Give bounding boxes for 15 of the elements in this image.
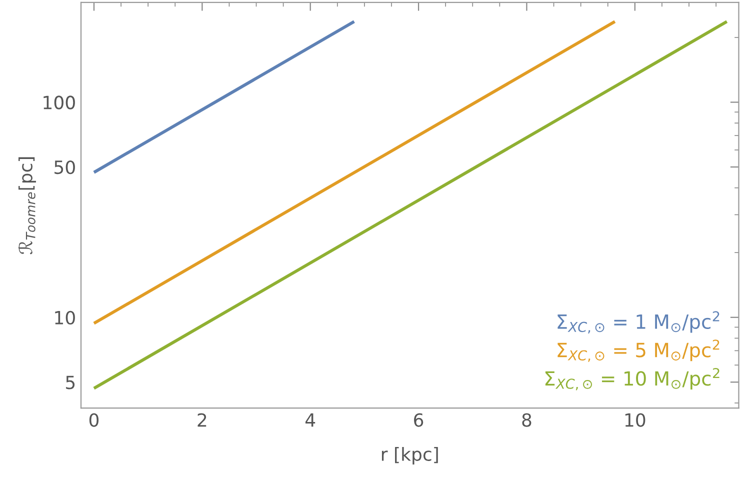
y-tick-label: 50 xyxy=(54,160,75,174)
text: Σ$_{XC,⊙}$ = 10 M$_{⊙}$/pc$^{2}$ xyxy=(545,368,720,390)
y-tick-label: 5 xyxy=(66,376,75,390)
text: Σ$_{XC,⊙}$ = 5 M$_{⊙}$/pc$^{2}$ xyxy=(558,340,720,362)
x-tick-label: 6 xyxy=(414,413,424,427)
y-tick-label: 10 xyxy=(55,310,75,324)
text: Σ$_{XC,⊙}$ = 1 M$_{⊙}$/pc$^{2}$ xyxy=(558,311,720,334)
x-tick-label: 2 xyxy=(198,413,206,427)
x-tick-label: 8 xyxy=(522,413,532,427)
x-axis-title: r [kpc] xyxy=(382,447,438,464)
x-tick-label: 4 xyxy=(305,413,316,427)
x-tick-label: 0 xyxy=(89,413,99,427)
y-axis-title: ℛ$_{Toomre}$[pc] xyxy=(18,157,36,254)
y-tick-label: 100 xyxy=(44,96,75,110)
x-tick-label: 10 xyxy=(625,413,646,427)
